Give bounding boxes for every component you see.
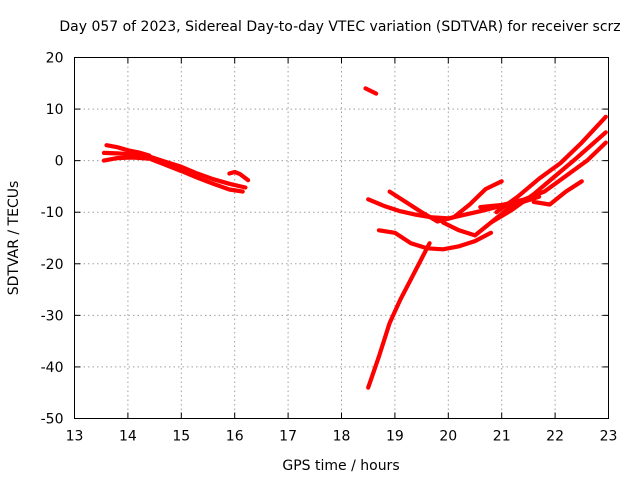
tick-marks <box>74 57 609 419</box>
y-tick-label: 0 <box>55 154 64 170</box>
series-pass-b3 <box>376 228 494 252</box>
y-tick-label: -30 <box>41 308 64 324</box>
y-axis-label: SDTVAR / TECUs <box>6 181 22 296</box>
y-tick-labels: -50 -40 -30 -20 -10 0 10 20 <box>41 51 64 428</box>
series-pass-a3 <box>104 143 152 158</box>
y-tick-label: 20 <box>46 51 64 67</box>
series-pass-b4 <box>366 241 432 390</box>
x-tick-label: 21 <box>493 429 511 445</box>
x-tick-label: 15 <box>172 429 190 445</box>
y-tick-label: -20 <box>41 257 64 273</box>
chart-title: Day 057 of 2023, Sidereal Day-to-day VTE… <box>59 19 620 35</box>
x-tick-label: 19 <box>386 429 404 445</box>
x-tick-label: 14 <box>119 429 137 445</box>
series-pass-a1 <box>101 155 245 194</box>
x-tick-label: 16 <box>226 429 244 445</box>
series-pass-b2 <box>366 197 515 221</box>
series-pass-c4 <box>531 179 584 207</box>
x-tick-labels: 13 14 15 16 17 18 19 20 21 22 23 <box>66 429 618 445</box>
y-tick-label: -40 <box>41 360 64 376</box>
y-tick-label: -10 <box>41 205 64 221</box>
series-pass-c1 <box>494 114 608 215</box>
y-tick-label: -50 <box>41 412 64 428</box>
series-pass-a4 <box>227 169 251 183</box>
x-tick-label: 17 <box>279 429 297 445</box>
series-pass-c2 <box>488 130 608 225</box>
grid-lines <box>74 57 609 419</box>
x-tick-label: 23 <box>600 429 618 445</box>
x-tick-label: 22 <box>546 429 564 445</box>
x-tick-label: 18 <box>333 429 351 445</box>
series-pass-c3 <box>478 140 608 210</box>
x-tick-label: 20 <box>439 429 457 445</box>
x-tick-label: 13 <box>66 429 84 445</box>
series-pass-b1 <box>363 86 379 96</box>
series-pass-a2 <box>101 150 248 190</box>
series-pass-b5 <box>387 179 504 224</box>
y-tick-label: 10 <box>46 102 64 118</box>
series-layer <box>101 86 608 390</box>
x-axis-label: GPS time / hours <box>282 458 399 474</box>
